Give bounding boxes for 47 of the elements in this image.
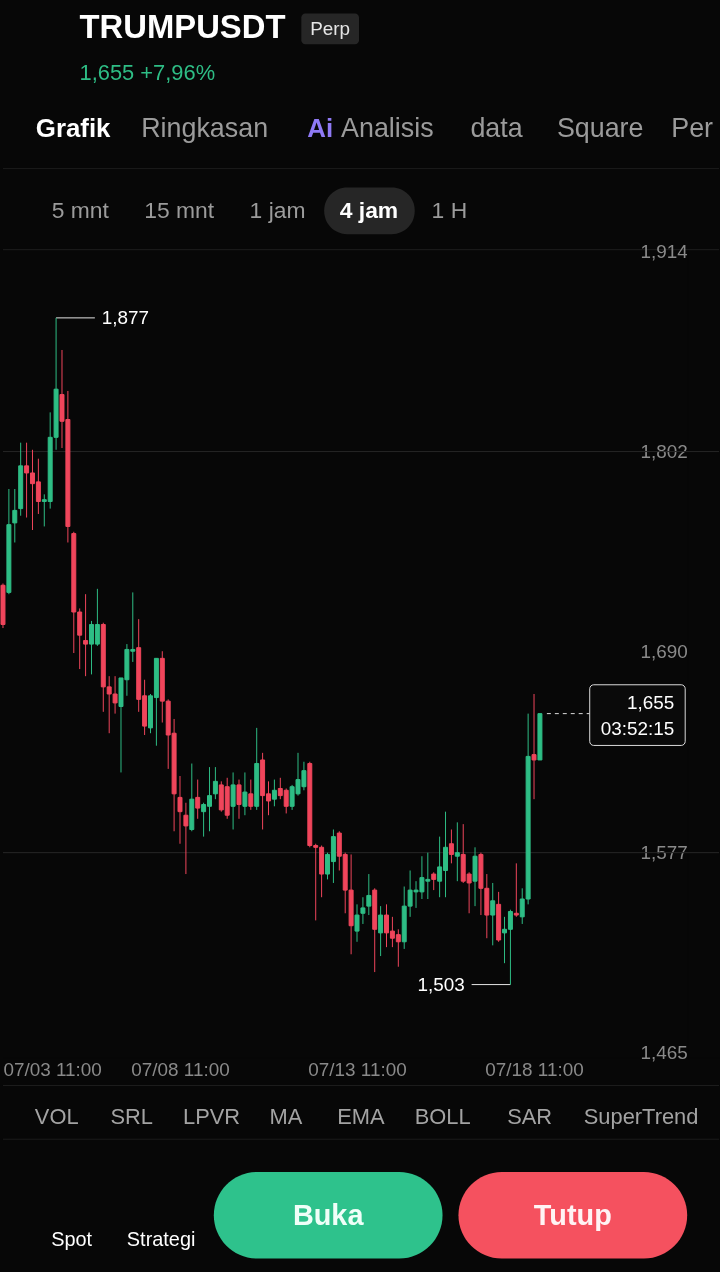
text: EMA xyxy=(337,1104,385,1130)
candlestick xyxy=(537,713,543,761)
text: 5 mnt xyxy=(51,197,110,224)
y-tick-label: 1,802 xyxy=(640,441,688,463)
y-tick-label: 1,914 xyxy=(640,241,688,263)
text: Tutup xyxy=(533,1198,612,1231)
text: Grafik xyxy=(35,113,112,142)
text: Buka xyxy=(292,1198,365,1231)
text: MA xyxy=(269,1104,303,1130)
text: Perp xyxy=(310,18,351,40)
x-tick-label: 07/03 11:00 xyxy=(3,1059,102,1081)
candlestick xyxy=(513,862,519,918)
text: SRL xyxy=(110,1104,153,1130)
chart-subtitle: 1,655 +7,96% xyxy=(79,60,216,86)
text: VOL xyxy=(34,1104,79,1130)
annotation: 03:52:15 xyxy=(600,717,675,739)
text: Per xyxy=(671,112,714,143)
text: Strategi xyxy=(126,1227,196,1250)
annotation: 1,655 xyxy=(627,691,675,713)
x-tick-label: 07/13 11:00 xyxy=(308,1059,407,1081)
text: data xyxy=(470,112,523,143)
y-tick-label: 1,690 xyxy=(640,640,688,662)
annotation: 1,877 xyxy=(101,306,150,328)
candlestick xyxy=(431,871,437,891)
chart-title: TRUMPUSDT xyxy=(79,8,286,46)
text: BOLL xyxy=(414,1104,471,1130)
text: 1 H xyxy=(431,197,468,224)
text: SuperTrend xyxy=(583,1104,699,1130)
text: SAR xyxy=(507,1104,553,1130)
text: Ai xyxy=(307,113,334,142)
candlestick xyxy=(531,693,537,800)
y-tick-label: 1,465 xyxy=(640,1041,688,1063)
text: 15 mnt xyxy=(144,197,215,224)
text: 1 jam xyxy=(249,197,306,224)
x-tick-label: 07/08 11:00 xyxy=(131,1059,230,1081)
text: LPVR xyxy=(182,1104,241,1130)
text: Analisis xyxy=(341,112,434,143)
text: Ringkasan xyxy=(141,112,269,143)
text: 4 jam xyxy=(339,197,399,224)
y-tick-label: 1,577 xyxy=(640,842,688,864)
x-tick-label: 07/18 11:00 xyxy=(485,1059,584,1081)
text: Square xyxy=(556,112,644,143)
candlestick xyxy=(83,593,89,677)
annotation: 1,503 xyxy=(417,973,465,995)
text: Spot xyxy=(51,1227,93,1250)
candlestick xyxy=(360,896,366,925)
candlestick xyxy=(454,821,460,882)
